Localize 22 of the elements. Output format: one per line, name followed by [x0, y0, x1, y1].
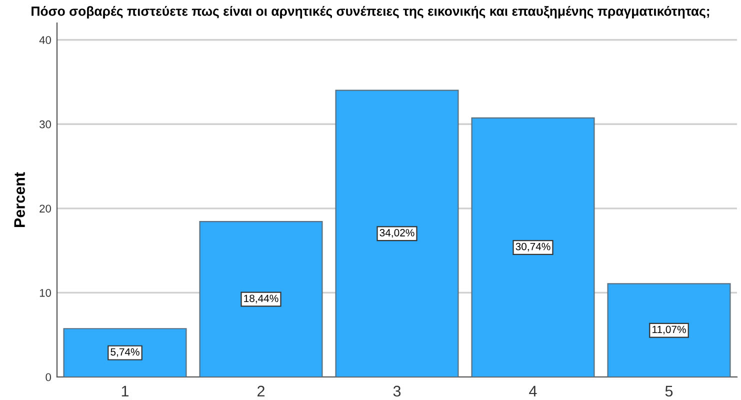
x-tick-label: 3 [393, 386, 401, 397]
data-label: 5,74% [110, 348, 140, 357]
y-tick-label: 30 [40, 120, 52, 128]
data-label: 18,44% [244, 294, 278, 304]
bar [335, 90, 459, 377]
chart-title: Πόσο σοβαρές πιστεύετε πως είναι οι αρνητικές συνέπειες της εικονικής και επαυξημένης πραγματικότητας; [32, 6, 710, 18]
x-tick-label: 4 [529, 386, 537, 396]
data-label: 11,07% [652, 326, 686, 334]
bar [199, 221, 323, 377]
bar [63, 328, 187, 377]
y-tick-label: 10 [40, 288, 52, 297]
y-axis-title: Percent [14, 172, 25, 227]
data-label: 34,02% [380, 229, 414, 238]
y-tick-label: 40 [39, 36, 52, 44]
bar [607, 283, 731, 377]
y-tick-label: 0 [46, 373, 52, 382]
x-tick-label: 2 [258, 386, 264, 396]
x-tick-label: 1 [122, 386, 129, 396]
bar [471, 117, 595, 377]
y-tick-label: 20 [40, 204, 52, 213]
x-tick-label: 5 [665, 386, 673, 397]
data-label: 30,74% [516, 242, 550, 252]
